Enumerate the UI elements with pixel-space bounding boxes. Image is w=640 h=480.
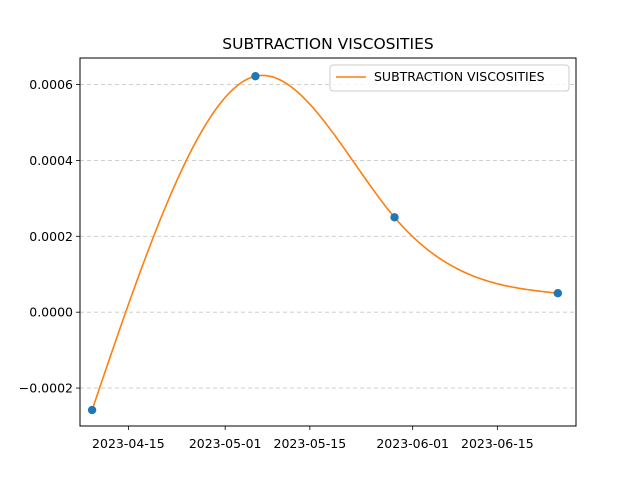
data-point — [87, 405, 97, 415]
data-point — [553, 289, 563, 298]
y-tick-label: 0.0002 — [29, 229, 73, 244]
y-tick-label: 0.0000 — [29, 305, 73, 320]
x-tick-label: 2023-06-01 — [376, 436, 449, 451]
legend: SUBTRACTION VISCOSITIES — [329, 64, 570, 92]
data-points — [87, 72, 563, 415]
y-tick-label: 0.0006 — [29, 77, 73, 92]
x-tick-label: 2023-04-15 — [92, 436, 165, 451]
data-point — [251, 72, 260, 81]
x-axis-ticks: 2023-04-15 2023-05-01 2023-05-15 2023-06-01… — [92, 426, 534, 451]
y-tick-label: −0.0002 — [19, 381, 73, 396]
data-point — [390, 213, 399, 222]
x-tick-label: 2023-06-15 — [461, 436, 534, 451]
x-tick-label: 2023-05-01 — [189, 436, 262, 451]
y-tick-label: 0.0004 — [29, 153, 73, 168]
series-line-layer — [91, 74, 558, 411]
series-line — [91, 74, 558, 411]
plot-frame — [79, 57, 577, 427]
x-tick-label: 2023-05-15 — [274, 436, 347, 451]
legend-box — [329, 64, 570, 92]
y-axis-ticks: −0.0002 0.0000 0.0002 0.0004 0.0006 — [19, 77, 80, 396]
chart-title: SUBTRACTION VISCOSITIES — [222, 35, 433, 53]
legend-label: SUBTRACTION VISCOSITIES — [374, 69, 545, 84]
